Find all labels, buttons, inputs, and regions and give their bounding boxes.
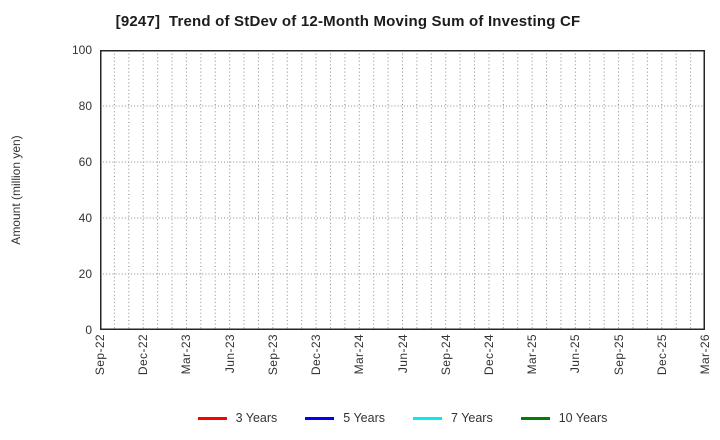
y-tick-label: 60 [78, 155, 92, 169]
x-tick-label: Mar-24 [352, 334, 367, 375]
legend-item-label: 3 Years [235, 411, 278, 425]
plot-area [100, 50, 705, 330]
x-tick-label: Mar-23 [179, 334, 194, 375]
x-tick-label: Dec-22 [136, 334, 151, 376]
legend-item-label: 5 Years [343, 411, 386, 425]
y-tick-label: 40 [78, 211, 92, 225]
legend-line-swatch [520, 416, 550, 420]
x-tick-label: Sep-24 [438, 334, 453, 376]
x-tick-label: Mar-25 [525, 334, 540, 375]
y-axis-label: Amount (million yen) [9, 135, 23, 245]
legend-item-label: 10 Years [558, 411, 608, 425]
plot-grid [100, 50, 705, 330]
legend-item-label: 7 Years [451, 411, 493, 425]
legend-line-swatch [305, 416, 335, 420]
x-tick-label: Dec-24 [481, 334, 496, 376]
x-tick-label: Sep-22 [93, 334, 107, 376]
x-tick-label: Dec-23 [309, 334, 324, 376]
y-tick-label: 80 [78, 99, 92, 113]
legend-item: 5 Years [305, 411, 385, 425]
x-tick-label: Jun-25 [568, 334, 583, 374]
y-tick-label: 100 [71, 43, 92, 57]
y-tick-label: 0 [85, 323, 92, 337]
legend-line-swatch [413, 416, 443, 420]
x-tick-label: Mar-26 [698, 334, 712, 375]
legend-item: 10 Years [520, 411, 608, 425]
legend-item: 3 Years [197, 411, 278, 425]
x-tick-label: Dec-25 [654, 334, 669, 376]
x-tick-label: Jun-23 [222, 334, 237, 374]
chart-title: [9247] Trend of StDev of 12-Month Moving… [115, 13, 581, 30]
y-tick-label: 20 [78, 267, 92, 281]
legend: 3 Years 5 Years 7 Years 10 Years [100, 408, 705, 428]
x-tick-label: Jun-24 [395, 334, 410, 374]
legend-line-swatch [197, 416, 227, 420]
x-tick-label: Sep-25 [611, 334, 626, 376]
x-tick-label: Sep-23 [265, 334, 280, 376]
legend-item: 7 Years [413, 411, 493, 425]
